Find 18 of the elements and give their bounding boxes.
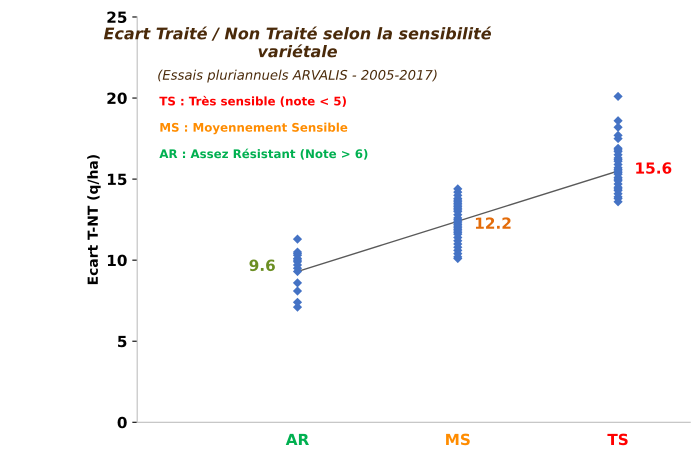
y-tick-label: 20 [107, 92, 127, 104]
y-tick-label: 0 [118, 416, 127, 428]
y-tick-label: 10 [108, 254, 127, 266]
annotation: 9.6 [249, 260, 275, 272]
annotation: MS : Moyennement Sensible [160, 122, 348, 134]
x-tick-label: MS [446, 434, 470, 446]
y-tick-label: 25 [107, 11, 126, 24]
text: (Essais pluriannuels ARVALIS - 2005-2017) [158, 70, 437, 82]
annotation: AR : Assez Résistant (Note > 6) [159, 148, 368, 160]
annotation: 15.6 [636, 162, 672, 174]
y-tick-label: 5 [118, 336, 126, 348]
x-tick-label: TS [607, 434, 628, 446]
text: Ecart Traité / Non Traité selon la sensibilité variétale [104, 26, 492, 58]
annotation: TS : Très sensible (note < 5) [159, 96, 346, 107]
y-tick-label: 15 [108, 174, 126, 186]
annotation: 12.2 [476, 217, 511, 229]
y-axis-title: Ecart T-NT (q/ha) [87, 155, 101, 284]
x-tick-label: AR [286, 434, 309, 445]
